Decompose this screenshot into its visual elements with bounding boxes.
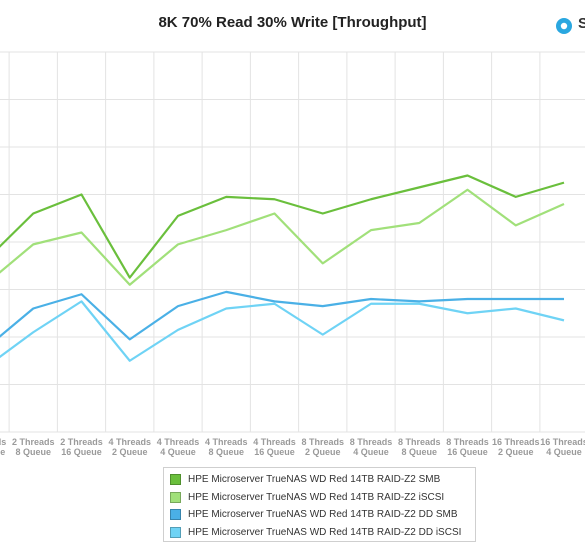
x-tick-label: 8 Queue [15,447,51,457]
x-tick-label: 4 Queue [353,447,389,457]
series-lines [0,174,565,362]
x-tick-label: 2 Queue [305,447,341,457]
legend: HPE Microserver TrueNAS WD Red 14TB RAID… [163,467,476,542]
x-tick-label: 16 Queue [0,447,5,457]
x-tick-label: 1 Threads [0,437,6,447]
x-tick-label: 4 Queue [546,447,582,457]
x-tick-label: 2 Queue [112,447,148,457]
legend-label: HPE Microserver TrueNAS WD Red 14TB RAID… [188,491,445,503]
series-line-3 [0,290,564,341]
logo-icon [556,18,572,34]
x-tick-label: 4 Queue [160,447,196,457]
x-tick-label: 4 Threads [253,437,296,447]
x-tick-label: 16 Threads [540,437,585,447]
x-tick-label: 8 Threads [301,437,344,447]
grid-lines [0,51,585,433]
x-tick-label: 2 Threads [12,437,55,447]
x-tick-label: 4 Threads [205,437,248,447]
legend-swatch [170,509,181,521]
chart-title: 8K 70% Read 30% Write [Throughput] [158,14,427,31]
x-tick-label: 2 Threads [60,437,103,447]
x-tick-label: 8 Queue [401,447,437,457]
x-tick-label: 16 Queue [447,447,488,457]
logo-text: S [578,15,585,32]
x-tick-label: 4 Threads [108,437,151,447]
x-tick-label: 16 Threads [492,437,540,447]
legend-swatch [170,526,181,538]
legend-label: HPE Microserver TrueNAS WD Red 14TB RAID… [188,509,458,521]
series-line-2 [0,188,565,286]
x-tick-label: 8 Threads [398,437,441,447]
x-tick-label: 4 Threads [157,437,200,447]
series-line-1 [0,174,565,279]
legend-item[interactable]: HPE Microserver TrueNAS WD Red 14TB RAID… [168,506,471,524]
legend-label: HPE Microserver TrueNAS WD Red 14TB RAID… [188,526,462,538]
x-tick-label: 8 Threads [446,437,489,447]
x-tick-label: 16 Queue [254,447,295,457]
legend-item[interactable]: HPE Microserver TrueNAS WD Red 14TB RAID… [168,524,471,542]
legend-item[interactable]: HPE Microserver TrueNAS WD Red 14TB RAID… [168,471,471,489]
x-tick-label: 8 Threads [350,437,393,447]
legend-label: HPE Microserver TrueNAS WD Red 14TB RAID… [188,474,441,486]
series-line-4 [0,300,565,362]
x-tick-label: 8 Queue [208,447,244,457]
x-tick-label: 16 Queue [61,447,102,457]
legend-item[interactable]: HPE Microserver TrueNAS WD Red 14TB RAID… [168,489,471,507]
legend-swatch [170,491,181,503]
legend-swatch [170,474,181,486]
x-tick-label: 2 Queue [498,447,534,457]
